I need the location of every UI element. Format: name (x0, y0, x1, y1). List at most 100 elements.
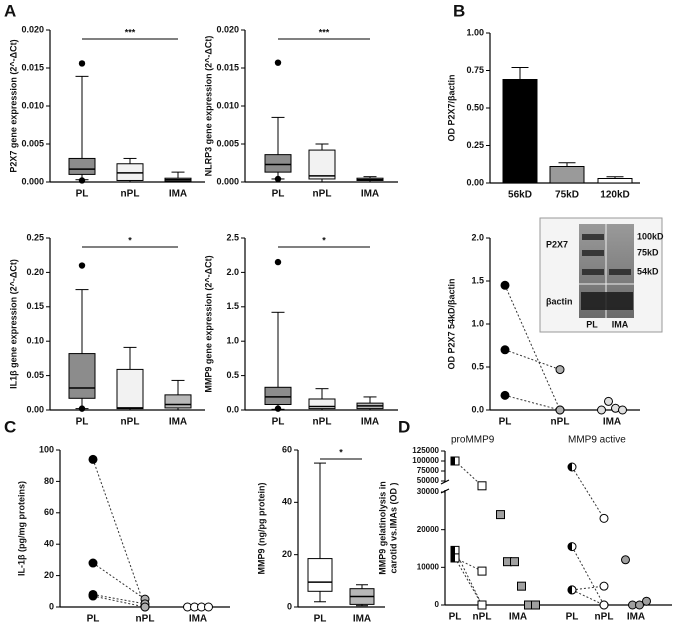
x-tick-label: PL (314, 614, 327, 625)
x-tick-label: nPL (313, 417, 332, 428)
band (582, 234, 604, 240)
y-tick-label: 0.5 (471, 361, 484, 371)
y-tick-label: 0.010 (216, 100, 239, 110)
pair-line (571, 589, 605, 606)
bar (549, 166, 585, 184)
box (307, 558, 333, 592)
point (635, 600, 644, 610)
y-tick-label: 100000 (412, 456, 439, 465)
y-tick-label: 1.00 (466, 27, 484, 37)
outlier (274, 405, 282, 412)
x-tick-label: PL (76, 417, 89, 428)
point (599, 513, 609, 523)
group-label: MMP9 active (568, 435, 626, 446)
point (500, 390, 510, 400)
box (308, 398, 336, 410)
x-tick-label: nPL (313, 189, 332, 200)
y-tick-label: 0.015 (21, 62, 44, 72)
point (477, 600, 487, 610)
y-tick-label: 100 (39, 444, 54, 454)
inset-marker-label: 100kD (637, 231, 664, 241)
pair-line (92, 593, 146, 605)
point (599, 600, 609, 610)
y-tick-label: 60 (282, 444, 292, 454)
x-tick-label: PL (566, 612, 579, 623)
y-tick-label: 20000 (417, 525, 440, 534)
y-tick-label: 10000 (417, 562, 440, 571)
y-axis-label: MMP9 (ng/pg protein) (256, 483, 266, 575)
point (88, 591, 98, 601)
significance-label: * (128, 235, 132, 245)
x-tick-label: 56kD (508, 190, 532, 201)
box (264, 154, 292, 173)
box (68, 157, 96, 175)
point (450, 456, 460, 466)
axis-break (440, 479, 450, 485)
x-tick-label: IMA (189, 614, 207, 625)
point (477, 481, 487, 491)
pair-line (92, 459, 146, 608)
panel-label: C (4, 417, 16, 436)
point (500, 345, 510, 355)
panel-label: A (4, 1, 16, 20)
x-tick-label: PL (87, 614, 100, 625)
band (609, 269, 631, 275)
point (450, 553, 460, 563)
y-tick-label: 0.5 (226, 370, 239, 380)
y-tick-label: 0 (435, 600, 440, 609)
significance-label: * (322, 235, 326, 245)
point (477, 566, 487, 576)
y-tick-label: 0.000 (216, 176, 239, 186)
point (597, 405, 606, 415)
y-axis-label: P2X7 gene expression (2^-ΔCt) (8, 39, 18, 172)
point (88, 558, 98, 568)
pair-line (92, 595, 146, 608)
group-label: proMMP9 (451, 435, 495, 446)
box (164, 394, 192, 409)
outlier (78, 60, 86, 67)
pair-line (504, 285, 561, 411)
box (68, 353, 96, 399)
x-tick-label: IMA (361, 417, 379, 428)
pair-line (571, 585, 605, 591)
y-tick-label: 0.005 (216, 138, 239, 148)
x-tick-label: 120kD (600, 190, 629, 201)
point (567, 462, 577, 472)
bar (502, 79, 538, 184)
point (567, 542, 577, 552)
y-tick-label: 2.5 (226, 232, 239, 242)
point (500, 280, 510, 290)
bar (597, 178, 633, 184)
y-tick-label: 0.020 (216, 24, 239, 34)
point (618, 405, 627, 415)
outlier (274, 175, 282, 183)
y-axis-label: MMP9 gelatinolysis in (377, 481, 387, 575)
y-tick-label: 0.00 (466, 177, 484, 187)
y-tick-label: 0.10 (26, 336, 44, 346)
y-axis-label: OD P2X7 54kD/βactin (446, 278, 456, 369)
point (531, 600, 540, 610)
y-tick-label: 75000 (417, 466, 440, 475)
point (140, 602, 150, 612)
y-tick-label: 0.25 (26, 232, 44, 242)
panel-label: D (398, 417, 410, 436)
x-tick-label: nPL (121, 189, 140, 200)
band (582, 269, 604, 275)
y-tick-label: 40 (44, 539, 54, 549)
y-tick-label: 30000 (417, 487, 440, 496)
point (599, 581, 609, 591)
y-tick-label: 2.0 (471, 232, 484, 242)
box (116, 368, 144, 410)
y-tick-label: 0.000 (21, 176, 44, 186)
x-tick-label: nPL (595, 612, 614, 623)
x-tick-label: IMA (169, 417, 187, 428)
outlier (274, 258, 282, 266)
box (264, 386, 292, 405)
inset-row-label: βactin (546, 296, 573, 306)
point (204, 602, 213, 612)
point (555, 365, 565, 375)
point (555, 405, 565, 415)
inset-row-label: P2X7 (546, 239, 568, 249)
y-tick-label: 60 (44, 507, 54, 517)
band (582, 250, 604, 256)
